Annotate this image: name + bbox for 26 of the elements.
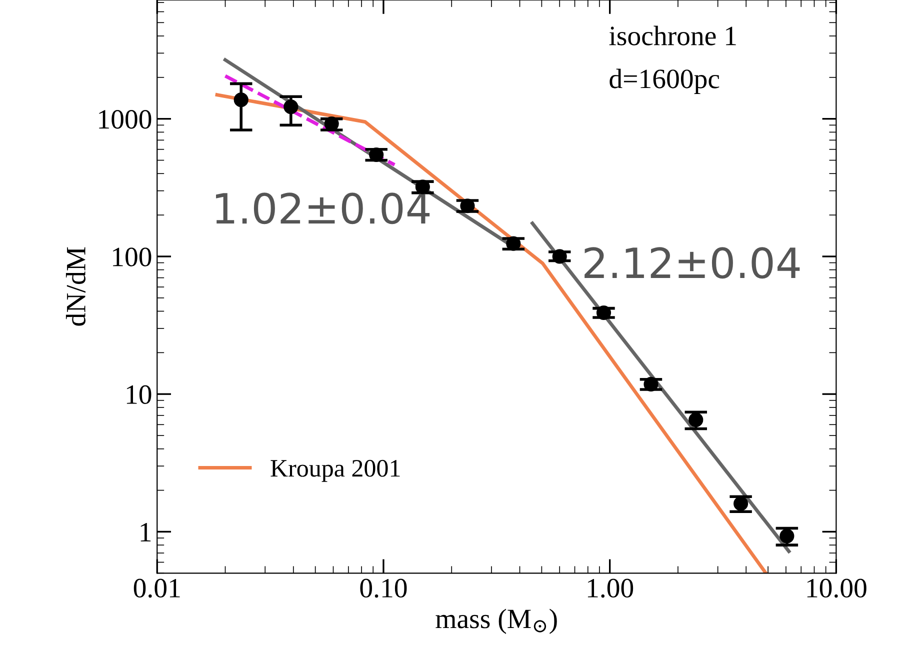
point (552, 249, 567, 264)
point (644, 376, 658, 392)
point (688, 412, 704, 428)
point (324, 116, 339, 132)
annotation: 1.02±0.04 (216, 192, 430, 224)
point (460, 198, 475, 214)
annotation: isochrone 1 (609, 26, 736, 46)
y-tick-label: 1000 (99, 110, 152, 129)
point (780, 528, 794, 544)
point (369, 147, 384, 162)
annotation: 2.12±0.04 (584, 247, 800, 279)
y-tick-label: 100 (113, 248, 152, 266)
x-tick-label: 1.00 (588, 578, 634, 598)
annotation: d=1600pc (610, 68, 720, 94)
point (596, 305, 612, 320)
point (734, 496, 748, 511)
point (234, 92, 248, 108)
y-axis-title: dN/dM (66, 247, 86, 326)
legend-label: Kroupa 2001 (270, 460, 400, 482)
x-axis-title: mass (M$_{⊙}$) (436, 608, 557, 634)
x-tick-label: 0.01 (134, 578, 180, 598)
y-tick-label: 1 (140, 523, 151, 542)
y-tick-label: 10 (126, 385, 152, 404)
x-tick-label: 0.10 (360, 578, 407, 598)
point (506, 236, 521, 251)
x-tick-label: 10.00 (807, 578, 866, 598)
